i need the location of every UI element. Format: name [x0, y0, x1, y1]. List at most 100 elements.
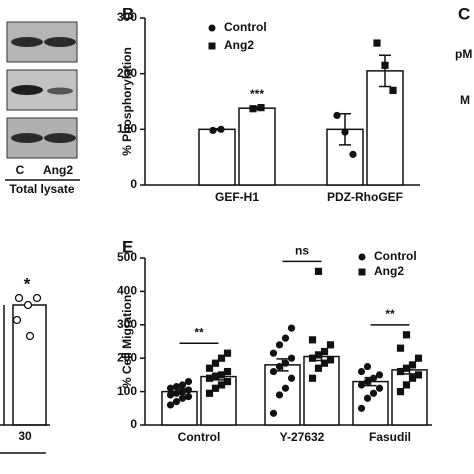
point [184, 386, 193, 394]
point [166, 391, 175, 399]
point [287, 374, 296, 382]
point [269, 367, 278, 376]
point [223, 377, 232, 386]
legend-label: Control [374, 249, 417, 263]
x-tick-label: 30 [18, 429, 32, 443]
point [32, 293, 42, 303]
point [357, 367, 366, 376]
y-tick-label: 300 [117, 317, 137, 331]
point [275, 341, 284, 349]
point [223, 349, 232, 357]
annotation: ns [295, 244, 309, 258]
point [396, 367, 405, 376]
x-tick-label: Y-27632 [280, 430, 325, 444]
band [11, 133, 43, 143]
point [314, 351, 323, 359]
point [357, 381, 366, 389]
y-axis-label: % Cell Migration [120, 295, 134, 388]
point [389, 86, 397, 94]
legend-label: Ang2 [224, 38, 254, 52]
point [402, 381, 411, 389]
point [166, 384, 175, 392]
point [320, 347, 329, 356]
y-tick-label: 0 [130, 177, 137, 191]
point [308, 374, 317, 382]
point [217, 354, 226, 362]
point [281, 334, 290, 342]
bar [12, 304, 47, 426]
point [408, 361, 417, 369]
point [396, 388, 405, 396]
band [11, 37, 43, 47]
point [402, 364, 411, 372]
point [341, 128, 349, 136]
point [275, 391, 284, 399]
point [326, 356, 335, 364]
point [349, 150, 357, 158]
point [381, 61, 389, 69]
band [44, 37, 76, 47]
panel-text: pM [455, 47, 472, 61]
panel-text: M [460, 93, 470, 107]
point [363, 377, 372, 386]
point [408, 374, 417, 382]
y-tick-label: 200 [117, 66, 137, 80]
point [257, 104, 265, 112]
point [178, 394, 187, 402]
blot-caption: Total lysate [9, 182, 74, 196]
y-axis-label: % Phosphorylation [120, 47, 134, 156]
y-tick-label: 500 [117, 250, 137, 264]
point [402, 331, 411, 339]
point [223, 367, 232, 376]
point [369, 374, 378, 382]
legend-label: Control [224, 20, 267, 34]
y-tick-label: 100 [117, 122, 137, 136]
x-tick-label: PDZ-RhoGEF [327, 190, 403, 204]
y-tick-label: 400 [117, 284, 137, 298]
point [287, 324, 296, 332]
bar [366, 70, 404, 186]
band [47, 87, 73, 95]
point [314, 364, 323, 372]
legend-marker [358, 268, 366, 276]
left-fragment: * 30 [0, 274, 50, 454]
point [308, 336, 317, 344]
lane-label: Ang2 [43, 163, 73, 177]
point [217, 125, 225, 133]
point [211, 372, 220, 381]
bar [238, 107, 276, 186]
point [269, 409, 278, 417]
point [211, 359, 220, 367]
point [275, 362, 284, 371]
point [320, 359, 329, 367]
point [178, 388, 187, 396]
x-tick-label: Control [178, 430, 221, 444]
legend-label: Ang2 [374, 264, 404, 278]
annotation: ** [385, 307, 395, 321]
error-bar [379, 54, 391, 88]
point [184, 393, 193, 401]
point [12, 315, 22, 325]
point [178, 381, 187, 389]
point [414, 371, 423, 379]
point [249, 105, 257, 113]
point [14, 293, 24, 303]
point [209, 126, 217, 135]
point [211, 384, 220, 392]
x-tick-label: Fasudil [369, 430, 411, 444]
panel-label: C [458, 4, 470, 23]
legend-marker [358, 253, 366, 261]
legend-marker [208, 24, 216, 32]
panel-label: E [122, 237, 133, 256]
point [373, 39, 381, 47]
point [314, 267, 323, 275]
point [375, 371, 384, 379]
point [308, 354, 317, 362]
point [184, 377, 193, 386]
legend-marker [208, 42, 216, 50]
point [25, 331, 35, 341]
point [269, 349, 278, 357]
annotation: ** [194, 325, 204, 339]
point [396, 344, 405, 352]
